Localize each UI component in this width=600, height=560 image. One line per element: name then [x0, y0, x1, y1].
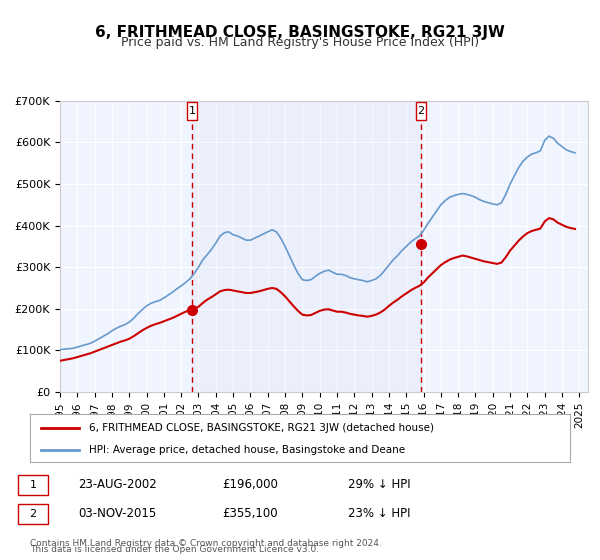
- Text: Price paid vs. HM Land Registry's House Price Index (HPI): Price paid vs. HM Land Registry's House …: [121, 36, 479, 49]
- Text: Contains HM Land Registry data © Crown copyright and database right 2024.: Contains HM Land Registry data © Crown c…: [30, 539, 382, 548]
- Text: 23% ↓ HPI: 23% ↓ HPI: [348, 507, 410, 520]
- Text: 1: 1: [189, 106, 196, 116]
- Bar: [193, 101, 421, 392]
- Text: £196,000: £196,000: [222, 478, 278, 491]
- FancyBboxPatch shape: [18, 475, 48, 494]
- Text: 6, FRITHMEAD CLOSE, BASINGSTOKE, RG21 3JW: 6, FRITHMEAD CLOSE, BASINGSTOKE, RG21 3J…: [95, 25, 505, 40]
- Text: 23-AUG-2002: 23-AUG-2002: [78, 478, 157, 491]
- Text: HPI: Average price, detached house, Basingstoke and Deane: HPI: Average price, detached house, Basi…: [89, 445, 406, 455]
- Text: 29% ↓ HPI: 29% ↓ HPI: [348, 478, 410, 491]
- Text: 6, FRITHMEAD CLOSE, BASINGSTOKE, RG21 3JW (detached house): 6, FRITHMEAD CLOSE, BASINGSTOKE, RG21 3J…: [89, 423, 434, 433]
- FancyBboxPatch shape: [416, 102, 425, 120]
- Text: 03-NOV-2015: 03-NOV-2015: [78, 507, 156, 520]
- Text: 2: 2: [29, 509, 37, 519]
- Text: 2: 2: [417, 106, 424, 116]
- Text: 1: 1: [29, 480, 37, 490]
- FancyBboxPatch shape: [18, 504, 48, 524]
- FancyBboxPatch shape: [187, 102, 197, 120]
- Text: This data is licensed under the Open Government Licence v3.0.: This data is licensed under the Open Gov…: [30, 545, 319, 554]
- Text: £355,100: £355,100: [222, 507, 278, 520]
